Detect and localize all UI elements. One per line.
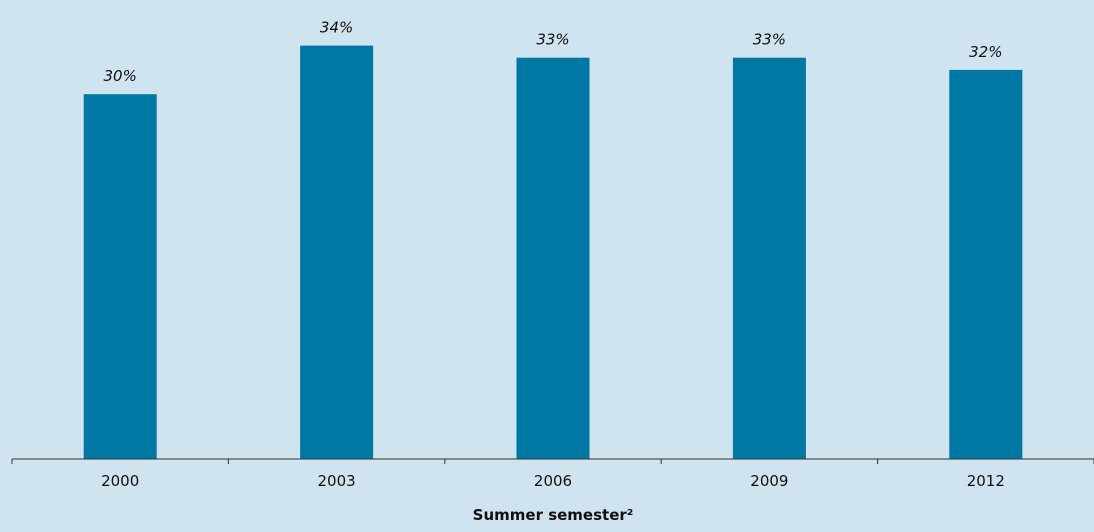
data-labels-group: 30% 34% 33% 33% 32% [104,19,1003,86]
data-label-2006: 33% [536,31,569,49]
bars-group [83,45,1023,460]
x-tick-label-2003: 2003 [318,472,356,490]
x-tick-label-2006: 2006 [534,472,572,490]
x-tick-label-2012: 2012 [967,472,1005,490]
bar-2003 [300,45,374,459]
x-tick-label-2000: 2000 [101,472,139,490]
data-label-2012: 32% [969,43,1002,61]
bar-2006 [516,57,590,459]
x-axis: 2000 2003 2006 2009 2012 [11,458,1094,490]
bar-2009 [732,57,806,459]
data-label-2009: 33% [753,31,786,49]
x-axis-title: Summer semester² [473,506,634,524]
data-label-2000: 30% [104,67,137,85]
bar-2000 [83,94,157,459]
bar-2012 [949,69,1023,460]
x-tick-label-2009: 2009 [750,472,788,490]
data-label-2003: 34% [320,19,353,37]
